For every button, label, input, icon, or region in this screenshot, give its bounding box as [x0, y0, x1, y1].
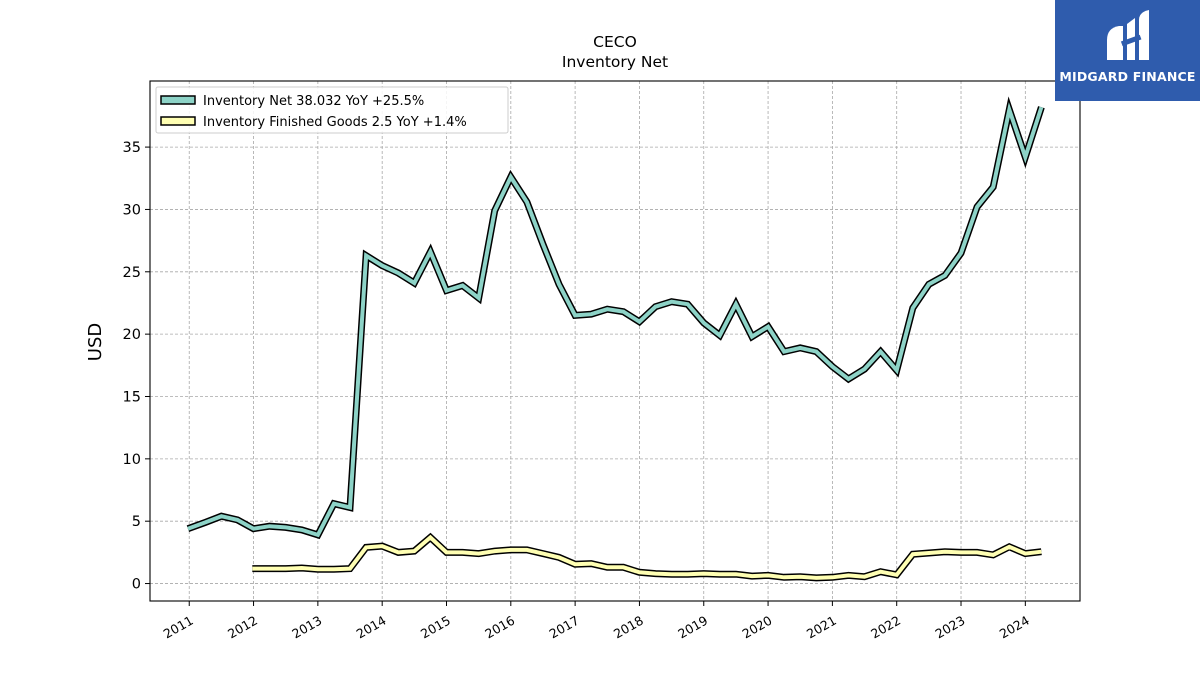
x-tick-label: 2011	[161, 613, 196, 642]
chart-title: CECO	[593, 33, 637, 51]
x-tick-label: 2016	[482, 613, 517, 642]
x-tick-label: 2013	[289, 613, 324, 642]
x-tick-label: 2022	[868, 613, 903, 642]
midgard-logo-icon	[1107, 10, 1149, 60]
x-tick-label: 2024	[997, 613, 1032, 642]
x-tick-label: 2021	[804, 613, 839, 642]
y-tick-label: 10	[123, 452, 141, 468]
brand-name: MIDGARD FINANCE	[1059, 69, 1196, 84]
y-tick-label: 25	[123, 265, 141, 281]
series-line-0	[187, 102, 1044, 538]
x-tick-label: 2014	[354, 613, 389, 642]
brand-logo: MIDGARD FINANCE	[1055, 0, 1200, 101]
series-lines	[186, 96, 1045, 582]
legend-label: Inventory Net 38.032 YoY +25.5%	[203, 94, 424, 109]
series-outline-0	[186, 96, 1045, 540]
y-axis-label: USD	[85, 323, 106, 361]
y-tick-label: 20	[123, 327, 141, 343]
y-tick-label: 35	[123, 140, 141, 156]
grid-lines	[150, 81, 1080, 601]
y-tick-label: 5	[132, 514, 141, 530]
x-tick-label: 2017	[547, 613, 582, 642]
x-tick-label: 2015	[418, 613, 453, 642]
x-tick-label: 2018	[611, 613, 646, 642]
x-tick-label: 2020	[740, 613, 775, 642]
legend-box	[155, 86, 509, 134]
legend-label: Inventory Finished Goods 2.5 YoY +1.4%	[203, 115, 467, 130]
series-line-1	[252, 534, 1042, 580]
chart-subtitle: Inventory Net	[562, 53, 668, 71]
x-tick-label: 2023	[932, 613, 967, 642]
plot-frame	[149, 80, 1081, 602]
y-tick-label: 30	[123, 202, 141, 218]
x-tick-label: 2012	[225, 613, 260, 642]
x-tick-label: 2019	[675, 613, 710, 642]
legend-swatch	[160, 116, 196, 126]
y-tick-label: 15	[123, 389, 141, 405]
legend: Inventory Net 38.032 YoY +25.5% Inventory…	[155, 86, 509, 134]
legend-swatch	[160, 95, 196, 105]
y-tick-label: 0	[132, 577, 141, 593]
